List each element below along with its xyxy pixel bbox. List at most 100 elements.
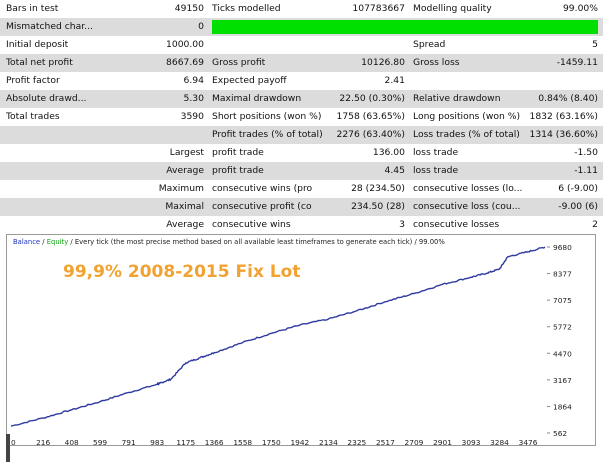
x-tick-label: 983: [150, 438, 164, 447]
report-value: -9.00 (6): [558, 201, 598, 212]
report-value: 6 (-9.00): [558, 183, 598, 194]
legend-balance: Balance: [13, 238, 41, 246]
report-label: Initial deposit: [6, 39, 69, 50]
report-row: Maximum consecutive wins (pro... 28 (234.5…: [0, 180, 603, 198]
x-tick-label: 1942: [290, 438, 309, 447]
x-tick-label: 3093: [462, 438, 481, 447]
legend-equity: Equity: [46, 238, 69, 246]
report-label: Ticks modelled: [212, 3, 281, 14]
report-value: 3590: [180, 111, 204, 122]
report-value: 5.30: [183, 93, 204, 104]
report-value: 136.00: [372, 147, 405, 158]
balance-chart: Balance / Equity / Every tick (the most …: [6, 234, 603, 462]
x-tick-label: 2901: [433, 438, 452, 447]
report-row: Largest profit trade 136.00 loss trade -1.50: [0, 144, 603, 162]
y-tick-label: 5772: [553, 323, 572, 332]
report-value: 1758 (63.65%): [336, 111, 405, 122]
report-summary-table: Bars in test 49150 Ticks modelled 107783667…: [0, 3, 603, 234]
x-tick-label: 0: [11, 438, 16, 447]
chart-plot: 9680 8377 7075 5772 4470 3167 1864 562 0 216 408 59…: [10, 243, 572, 447]
report-value: Largest: [169, 147, 204, 158]
report-row: Profit trades (% of total) 2276 (63.40%) L…: [0, 126, 603, 144]
report-label: Relative drawdown: [413, 93, 501, 104]
report-label: consecutive losses (lo...: [413, 183, 523, 194]
overlay-title: 99,9% 2008-2015 Fix Lot: [63, 262, 301, 282]
report-row: Average consecutive wins 3 consecutive loss…: [0, 216, 603, 234]
report-label: consecutive profit (co...: [212, 201, 312, 212]
report-row: Absolute drawd... 5.30 Maximal drawdown 22.…: [0, 90, 603, 108]
y-tick-label: 1864: [553, 402, 572, 411]
y-tick-label: 562: [553, 429, 567, 438]
report-value: 234.50 (28): [351, 201, 405, 212]
x-tick-label: 2134: [319, 438, 338, 447]
report-value: -1.50: [574, 147, 598, 158]
report-label: Profit factor: [6, 75, 60, 86]
report-label: Loss trades (% of total): [413, 129, 520, 140]
report-value: 5: [592, 39, 598, 50]
report-label: Profit trades (% of total): [212, 129, 323, 140]
report-value: 1314 (36.60%): [529, 129, 598, 140]
x-tick-label: 216: [36, 438, 50, 447]
report-row: Profit factor 6.94 Expected payoff 2.41: [0, 72, 603, 90]
report-label: Expected payoff: [212, 75, 287, 86]
report-value: -1.11: [574, 165, 598, 176]
report-label: loss trade: [413, 165, 459, 176]
report-value: 0: [198, 21, 204, 32]
x-tick-label: 791: [122, 438, 136, 447]
report-label: Spread: [413, 39, 446, 50]
report-label: Mismatched char...: [6, 21, 93, 32]
report-value: Average: [166, 219, 204, 230]
report-value: 0.84% (8.40): [538, 93, 598, 104]
report-row: Maximal consecutive profit (co... 234.50 (…: [0, 198, 603, 216]
y-tick-label: 9680: [553, 243, 572, 252]
report-label: Gross loss: [413, 57, 460, 68]
y-tick-label: 7075: [553, 296, 572, 305]
report-value: 6.94: [183, 75, 204, 86]
report-value: 8667.69: [166, 57, 204, 68]
report-label: Long positions (won %): [413, 111, 521, 122]
report-row: Initial deposit 1000.00 Spread 5: [0, 36, 603, 54]
report-label: consecutive wins: [212, 219, 291, 230]
report-value: 2276 (63.40%): [336, 129, 405, 140]
y-tick-label: 3167: [553, 376, 572, 385]
report-label: consecutive loss (cou...: [413, 201, 521, 212]
report-label: Modelling quality: [413, 3, 492, 14]
report-label: Short positions (won %): [212, 111, 322, 122]
report-label: consecutive losses: [413, 219, 500, 230]
x-tick-label: 3476: [519, 438, 538, 447]
balance-series-line: [10, 246, 546, 427]
report-value: 1832 (63.16%): [529, 111, 598, 122]
report-label: profit trade: [212, 147, 264, 158]
report-value: 49150: [174, 3, 204, 14]
y-tick-label: 8377: [553, 270, 572, 279]
x-tick-label: 1175: [176, 438, 195, 447]
legend-separator: /: [40, 238, 47, 246]
report-value: 3: [399, 219, 405, 230]
report-value: -1459.11: [556, 57, 598, 68]
x-tick-label: 2325: [347, 438, 366, 447]
report-value: 1000.00: [166, 39, 204, 50]
report-value: Maximal: [165, 201, 204, 212]
left-edge-marker: [6, 434, 10, 462]
x-tick-label: 408: [65, 438, 79, 447]
report-value: Maximum: [158, 183, 204, 194]
report-label: Total net profit: [6, 57, 73, 68]
report-value: 107783667: [352, 3, 405, 14]
report-value: 10126.80: [361, 57, 405, 68]
report-value: 4.45: [384, 165, 405, 176]
report-label: Absolute drawd...: [6, 93, 87, 104]
report-row: Average profit trade 4.45 loss trade -1.11: [0, 162, 603, 180]
report-row: Total trades 3590 Short positions (won %) 1…: [0, 108, 603, 126]
report-value: 99.00%: [562, 3, 598, 14]
report-value: 2: [592, 219, 598, 230]
chart-legend: Balance / Equity / Every tick (the most …: [13, 238, 445, 246]
report-label: Bars in test: [6, 3, 59, 14]
report-value: 2.41: [384, 75, 405, 86]
report-label: Gross profit: [212, 57, 266, 68]
y-tick-label: 4470: [553, 349, 572, 358]
x-tick-label: 2709: [405, 438, 424, 447]
report-value: Average: [166, 165, 204, 176]
report-label: loss trade: [413, 147, 459, 158]
report-label: Total trades: [6, 111, 60, 122]
report-label: consecutive wins (pro...: [212, 183, 312, 194]
